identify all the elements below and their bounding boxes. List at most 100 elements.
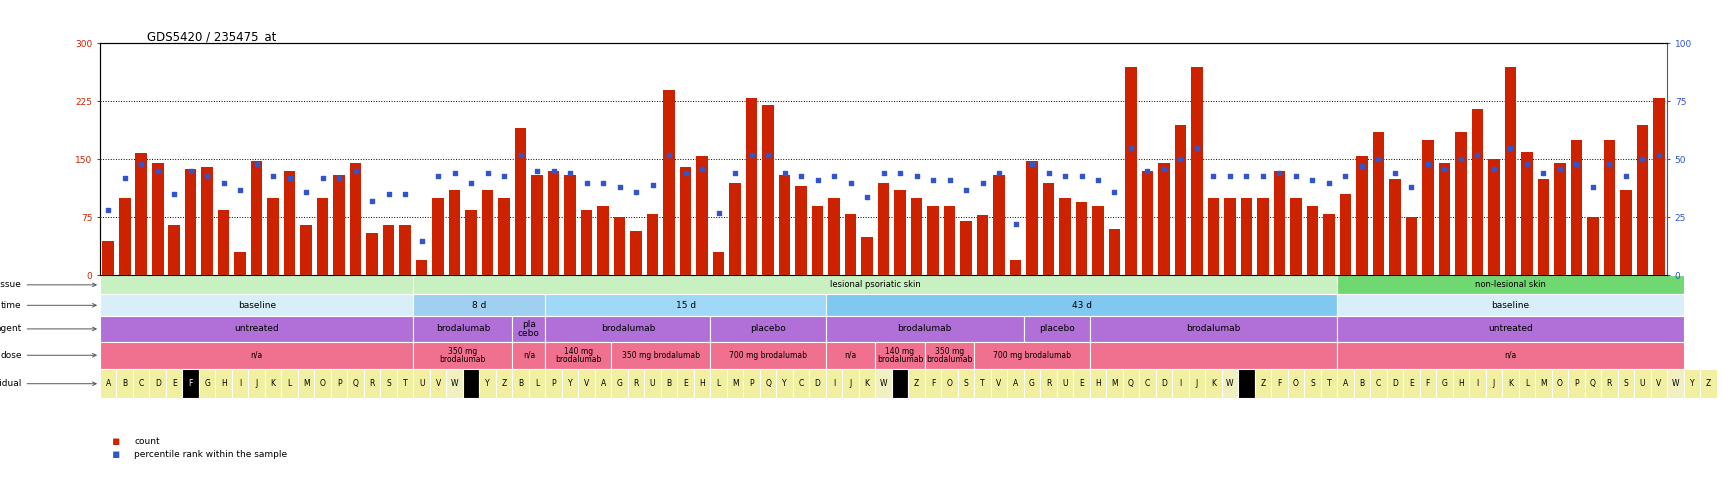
Text: count: count <box>134 438 160 446</box>
Bar <box>1125 67 1135 275</box>
Text: ▪: ▪ <box>112 436 121 448</box>
Bar <box>613 217 625 275</box>
Text: S: S <box>963 379 968 388</box>
Bar <box>1073 369 1089 398</box>
Text: L: L <box>534 379 539 388</box>
Bar <box>544 369 562 398</box>
Bar <box>1122 369 1139 398</box>
Bar <box>825 294 1337 316</box>
Bar <box>544 316 710 341</box>
Text: R: R <box>1606 379 1611 388</box>
Bar <box>1337 294 1683 316</box>
Text: untreated: untreated <box>1487 325 1532 333</box>
Text: U: U <box>1639 379 1644 388</box>
Bar <box>1452 369 1468 398</box>
Text: H: H <box>1458 379 1463 388</box>
Bar <box>775 369 793 398</box>
Bar <box>977 215 987 275</box>
Bar <box>1370 369 1385 398</box>
Bar <box>1289 198 1301 275</box>
Bar <box>1620 190 1630 275</box>
Text: L: L <box>1523 379 1528 388</box>
Text: W: W <box>1225 379 1234 388</box>
Text: M: M <box>1111 379 1117 388</box>
Text: K: K <box>1210 379 1215 388</box>
Text: n/a: n/a <box>1504 351 1516 360</box>
Bar <box>843 369 858 398</box>
Bar <box>596 206 608 275</box>
Bar <box>594 369 612 398</box>
Point <box>1380 170 1408 177</box>
Bar <box>169 225 179 275</box>
Point <box>820 172 848 180</box>
Text: R: R <box>1046 379 1051 388</box>
Bar <box>1421 140 1434 275</box>
Bar <box>100 369 117 398</box>
Text: U: U <box>419 379 424 388</box>
Bar <box>202 167 214 275</box>
Text: dose: dose <box>0 351 96 360</box>
Text: M: M <box>303 379 310 388</box>
Bar <box>1435 369 1452 398</box>
Bar <box>1204 369 1222 398</box>
Bar <box>281 369 298 398</box>
Bar <box>515 128 526 275</box>
Bar <box>891 369 908 398</box>
Point <box>1347 162 1375 170</box>
Point <box>737 151 765 158</box>
Bar <box>215 369 233 398</box>
Bar <box>100 294 414 316</box>
Bar <box>1023 316 1089 341</box>
Bar <box>1583 369 1601 398</box>
Point <box>720 170 748 177</box>
Text: brodalumab: brodalumab <box>436 325 489 333</box>
Bar <box>1173 125 1185 275</box>
Bar <box>1454 132 1466 275</box>
Bar <box>267 198 279 275</box>
Text: E: E <box>172 379 176 388</box>
Bar <box>1520 152 1532 275</box>
Point <box>968 179 996 186</box>
Bar <box>644 369 660 398</box>
Point <box>1611 172 1639 180</box>
Bar <box>531 175 543 275</box>
Bar <box>1222 369 1237 398</box>
Bar <box>1075 202 1087 275</box>
Point <box>1182 144 1210 152</box>
Bar <box>1353 369 1370 398</box>
Bar <box>298 369 314 398</box>
Point <box>918 176 946 184</box>
Bar <box>1437 163 1449 275</box>
Point <box>1199 172 1227 180</box>
Point <box>1496 144 1523 152</box>
Bar <box>1385 369 1403 398</box>
Bar <box>908 369 924 398</box>
Text: n/a: n/a <box>844 351 856 360</box>
Text: O: O <box>1556 379 1563 388</box>
Bar <box>1551 369 1568 398</box>
Text: baseline: baseline <box>1490 301 1528 310</box>
Bar <box>233 369 248 398</box>
Text: 350 mg
brodalumab: 350 mg brodalumab <box>439 347 486 364</box>
Point <box>672 170 700 177</box>
Bar <box>448 190 460 275</box>
Text: untreated: untreated <box>234 325 279 333</box>
Bar <box>1172 369 1189 398</box>
Bar <box>1237 369 1254 398</box>
Text: V: V <box>436 379 441 388</box>
Bar <box>1568 369 1583 398</box>
Point <box>1067 172 1094 180</box>
Bar <box>1039 369 1056 398</box>
Text: M: M <box>1539 379 1546 388</box>
Bar <box>677 369 693 398</box>
Text: R: R <box>632 379 639 388</box>
Text: I: I <box>832 379 834 388</box>
Point <box>1413 160 1440 168</box>
Bar <box>1337 341 1683 369</box>
Text: 700 mg brodalumab: 700 mg brodalumab <box>992 351 1070 360</box>
Text: D: D <box>155 379 160 388</box>
Text: individual: individual <box>0 379 96 388</box>
Point <box>1282 172 1309 180</box>
Bar <box>1518 369 1533 398</box>
Bar <box>710 369 727 398</box>
